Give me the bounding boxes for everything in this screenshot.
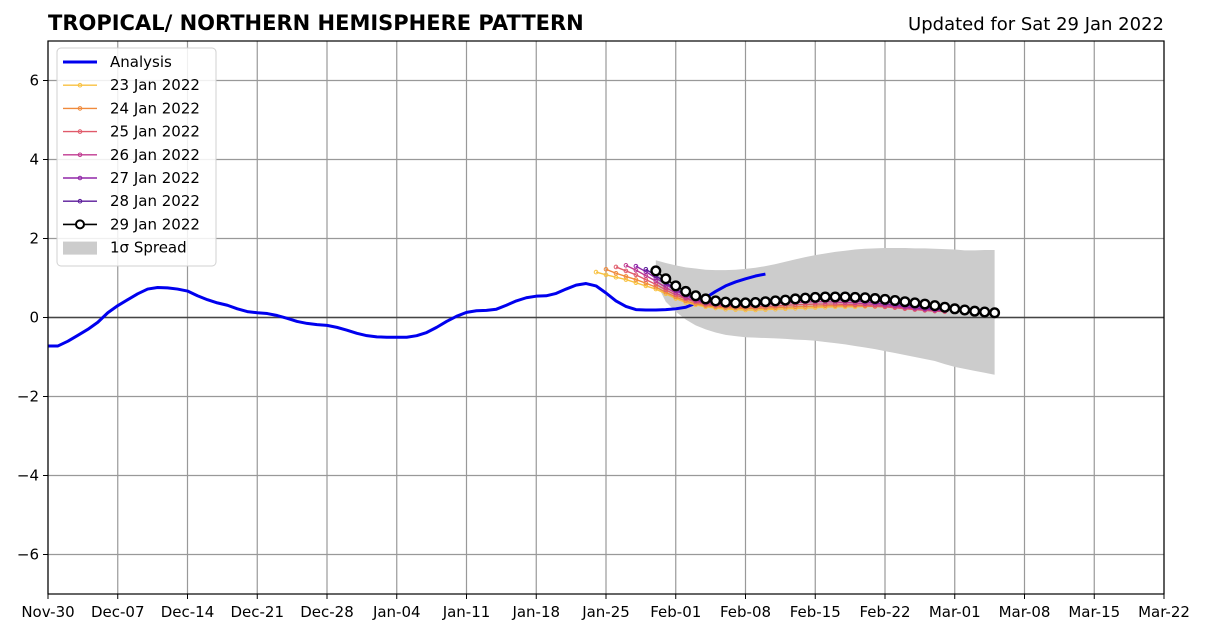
- forecast-line: [615, 266, 945, 313]
- legend-label: 27 Jan 2022: [110, 169, 200, 187]
- x-tick-label: Mar-08: [999, 603, 1051, 621]
- forecast-point: [633, 263, 639, 269]
- x-tick-label: Jan-04: [372, 603, 421, 621]
- legend-current-marker: [75, 219, 85, 230]
- current-forecast-point: [799, 292, 811, 304]
- legend-label: 25 Jan 2022: [110, 123, 200, 141]
- forecast-point: [623, 268, 629, 274]
- y-tick-label: −2: [17, 388, 39, 406]
- current-forecast-point: [819, 291, 831, 303]
- current-forecast-point: [710, 295, 722, 307]
- current-forecast-point: [779, 294, 791, 306]
- x-tick-label: Feb-22: [859, 603, 910, 621]
- current-forecast-point: [859, 292, 871, 304]
- x-tick-label: Jan-11: [442, 603, 491, 621]
- legend-spread-swatch: [63, 241, 97, 255]
- legend-forecast-marker: [77, 129, 83, 134]
- x-tick-label: Nov-30: [21, 603, 74, 621]
- forecast-point: [603, 267, 609, 272]
- legend-forecast-marker: [77, 152, 83, 158]
- current-forecast-point: [809, 291, 821, 303]
- y-tick-label: −6: [17, 546, 39, 564]
- current-forecast-point: [700, 293, 712, 305]
- current-forecast-point: [660, 273, 672, 285]
- current-forecast-point: [939, 301, 951, 313]
- current-forecast-point: [869, 293, 881, 305]
- x-tick-label: Jan-25: [581, 603, 630, 621]
- forecast-point: [643, 267, 649, 272]
- current-forecast-point: [839, 291, 851, 303]
- x-tick-label: Mar-22: [1138, 603, 1190, 621]
- y-tick-label: 0: [29, 309, 39, 327]
- legend-label: 24 Jan 2022: [110, 99, 200, 117]
- current-forecast-point: [749, 296, 761, 308]
- forecast-point: [623, 263, 629, 268]
- forecast-point: [593, 269, 599, 275]
- chart-subtitle: Updated for Sat 29 Jan 2022: [908, 14, 1164, 35]
- forecast-point: [633, 277, 639, 282]
- forecast-point: [643, 283, 649, 289]
- current-forecast-point: [949, 303, 961, 315]
- y-tick-label: 6: [29, 72, 39, 90]
- legend-label: Analysis: [110, 53, 172, 71]
- current-forecast-point: [829, 291, 841, 303]
- legend-forecast-marker: [77, 198, 83, 204]
- current-forecast-point: [909, 297, 921, 309]
- legend-forecast-marker: [77, 175, 83, 181]
- current-forecast-point: [680, 285, 692, 297]
- current-forecast-point: [849, 291, 861, 303]
- x-tick-label: Feb-15: [790, 603, 841, 621]
- forecast-point: [633, 272, 639, 278]
- current-forecast-point: [889, 295, 901, 307]
- legend-forecast-marker: [77, 82, 83, 88]
- current-forecast-point: [979, 306, 991, 318]
- current-forecast-point: [740, 297, 752, 309]
- current-forecast-point: [989, 307, 1001, 319]
- x-tick-label: Jan-18: [511, 603, 560, 621]
- current-forecast-point: [969, 305, 981, 317]
- chart-title: TROPICAL/ NORTHERN HEMISPHERE PATTERN: [48, 11, 584, 35]
- current-forecast-point: [720, 296, 732, 308]
- forecast-point: [603, 272, 609, 278]
- y-tick-label: −4: [17, 467, 39, 485]
- current-forecast-point: [650, 265, 662, 277]
- legend-label: 29 Jan 2022: [110, 215, 200, 233]
- y-tick-label: 4: [29, 151, 39, 169]
- current-forecast-point: [879, 293, 891, 305]
- current-forecast-point: [670, 280, 682, 292]
- legend-label: 28 Jan 2022: [110, 192, 200, 210]
- current-forecast-point: [769, 295, 781, 307]
- x-tick-label: Mar-01: [929, 603, 981, 621]
- legend-label: 1σ Spread: [110, 239, 187, 257]
- current-forecast-point: [759, 296, 771, 308]
- current-forecast-point: [919, 298, 931, 310]
- current-forecast-point: [789, 293, 801, 305]
- forecast-point: [613, 270, 619, 276]
- x-tick-label: Dec-14: [161, 603, 215, 621]
- legend: Analysis 23 Jan 2022 24 Jan 2022 25 Jan 202…: [56, 47, 217, 267]
- x-tick-label: Mar-15: [1068, 603, 1120, 621]
- x-tick-label: Dec-28: [300, 603, 354, 621]
- forecast-point: [623, 274, 629, 279]
- forecast-point: [653, 284, 659, 290]
- analysis-line: [48, 272, 766, 348]
- x-tick-label: Dec-21: [230, 603, 284, 621]
- legend-label: 26 Jan 2022: [110, 146, 200, 164]
- x-tick-label: Dec-07: [91, 603, 145, 621]
- y-tick-label: 2: [29, 230, 39, 248]
- plot-area: Nov-30 Dec-07 Dec-14 Dec-21 Dec-28 Jan-04 Jan-…: [17, 40, 1190, 621]
- legend-forecast-marker: [77, 106, 83, 111]
- legend-box: [56, 47, 217, 267]
- current-forecast-point: [929, 300, 941, 312]
- current-forecast-point: [730, 297, 742, 309]
- legend-label: 23 Jan 2022: [110, 76, 200, 94]
- current-forecast-point: [959, 304, 971, 316]
- x-tick-label: Feb-08: [720, 603, 771, 621]
- forecast-point: [613, 264, 619, 270]
- x-tick-label: Feb-01: [650, 603, 701, 621]
- current-forecast-point: [690, 290, 702, 302]
- current-forecast-point: [899, 296, 911, 308]
